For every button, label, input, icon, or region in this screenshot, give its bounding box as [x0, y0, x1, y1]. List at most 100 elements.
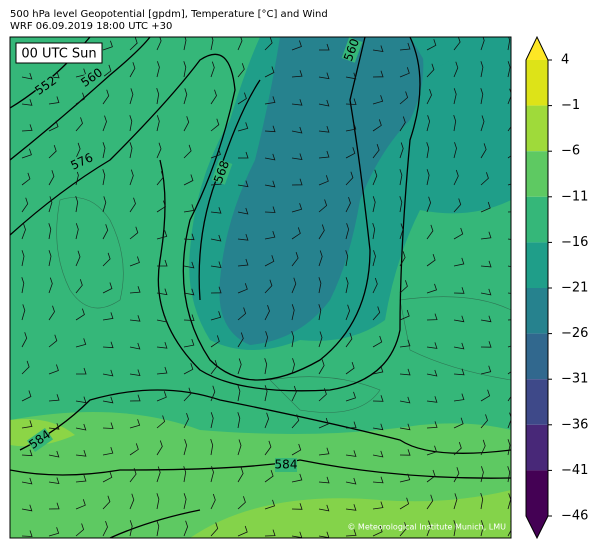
wind-barb: [426, 313, 438, 321]
wind-barb: [372, 501, 384, 510]
wind-barb: [426, 469, 436, 483]
tick-label: −46: [561, 509, 588, 524]
wind-barb: [399, 142, 404, 159]
wind-barb: [75, 523, 85, 537]
wind-barb: [399, 116, 406, 132]
wind-barb: [210, 207, 222, 214]
wind-barb: [480, 389, 491, 402]
color-band: [526, 242, 548, 288]
wind-barb: [75, 449, 87, 457]
wind-barb: [453, 142, 457, 159]
wind-barb: [291, 414, 300, 429]
wind-barb: [156, 288, 168, 296]
wind-barb: [318, 224, 325, 240]
wind-barb: [372, 365, 384, 375]
wind-barb: [129, 369, 141, 376]
temperature-field: [219, 37, 424, 345]
wind-barb: [237, 496, 246, 510]
wind-barb: [399, 449, 411, 456]
tick-label: −36: [561, 417, 588, 432]
temperature-field: [410, 37, 470, 70]
wind-barb: [426, 445, 438, 456]
wind-barb: [21, 124, 33, 132]
wind-barb: [102, 396, 114, 404]
wind-barb: [21, 477, 33, 485]
wind-barb: [48, 305, 55, 321]
copyright: © Meteorological Institute Munich, LMU: [347, 523, 506, 532]
wind-barb: [129, 419, 141, 429]
title-line: WRF 06.09.2019 18:00 UTC +30: [10, 21, 172, 32]
wind-barb: [345, 504, 357, 511]
tick-label: −16: [561, 235, 588, 250]
tick-label: −31: [561, 372, 588, 387]
wind-barb: [102, 369, 114, 377]
wind-barb: [426, 196, 432, 213]
wind-barb: [453, 368, 465, 376]
wind-barb: [318, 359, 325, 375]
wind-barb: [102, 252, 111, 267]
wind-barb: [318, 417, 329, 429]
wind-barb: [453, 287, 465, 294]
wind-barb: [129, 493, 135, 510]
wind-barb: [291, 153, 303, 160]
wind-barb: [372, 476, 384, 484]
wind-barb: [210, 522, 219, 537]
contour-label-bg: [211, 159, 233, 185]
wind-barb: [183, 493, 187, 510]
wind-barb: [480, 365, 492, 375]
wind-barb: [210, 466, 214, 483]
wind-barb: [372, 306, 381, 321]
contour-label-bg: [341, 37, 363, 63]
wind-barb: [453, 198, 462, 213]
wind-barb: [21, 420, 33, 429]
wind-barb: [102, 312, 114, 321]
wind-barb: [156, 366, 168, 375]
wind-barb: [345, 72, 357, 80]
wind-barb: [291, 178, 303, 186]
contour-label: 584: [275, 458, 298, 472]
contour-line: [109, 509, 201, 538]
wind-barb: [426, 142, 430, 159]
wind-barb: [156, 493, 160, 510]
wind-barb: [318, 150, 330, 159]
wind-barb: [399, 280, 408, 294]
wind-barb: [318, 388, 327, 402]
wind-barb: [291, 304, 295, 321]
wind-barb: [453, 493, 458, 510]
wind-barb: [372, 423, 384, 431]
wind-barb: [399, 339, 411, 348]
wind-barb: [237, 233, 249, 241]
color-band: [526, 288, 548, 334]
wind-barb: [399, 368, 411, 376]
wind-barb: [210, 412, 214, 429]
wind-barb: [210, 286, 222, 294]
wind-barb: [156, 171, 164, 186]
tick-label: −21: [561, 281, 588, 296]
wind-barb: [75, 250, 81, 267]
wind-barb: [480, 88, 484, 105]
wind-barb: [21, 223, 26, 240]
wind-barb: [318, 277, 322, 294]
wind-barb: [318, 447, 330, 456]
wind-barb: [21, 390, 32, 402]
color-band: [526, 196, 548, 243]
wind-barb: [21, 99, 33, 106]
wind-barb: [345, 477, 357, 485]
wind-barb: [264, 412, 270, 429]
wind-barb: [318, 72, 330, 80]
wind-barb: [291, 385, 297, 402]
wind-barb: [372, 525, 383, 537]
wind-barb: [129, 142, 133, 159]
wind-barb: [507, 88, 511, 105]
wind-barb: [426, 115, 431, 132]
wind-barb: [507, 439, 511, 456]
extend-over: [526, 37, 548, 60]
wind-barb: [480, 466, 484, 483]
wind-barb: [102, 196, 107, 213]
wind-barb: [75, 279, 83, 294]
wind-barb: [264, 279, 273, 294]
wind-barb: [129, 342, 141, 350]
wind-barb: [399, 196, 403, 213]
wind-barb: [102, 142, 106, 159]
wind-barb: [264, 125, 276, 133]
